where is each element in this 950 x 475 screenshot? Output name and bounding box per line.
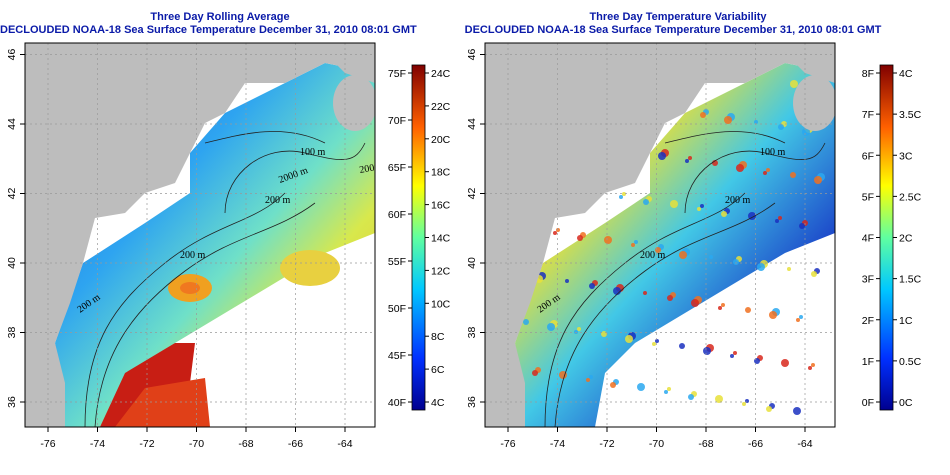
x-tick-label: -76	[40, 438, 55, 450]
left-title: Three Day Rolling Average	[150, 11, 290, 23]
y-tick-label: 44	[6, 118, 18, 130]
x-tick-label: -66	[288, 438, 303, 450]
right-subtitle: DECLOUDED NOAA-18 Sea Surface Temperatur…	[464, 24, 882, 36]
colorbar-label-c: 4C	[899, 68, 913, 80]
colorbar-label-c: 12C	[431, 265, 451, 277]
colorbar-label-c: 16C	[431, 200, 451, 212]
map-frame	[484, 42, 836, 428]
colorbar-label-c: 0C	[899, 397, 913, 409]
y-tick-label: 44	[466, 118, 478, 130]
colorbar-label-c: 1C	[899, 315, 913, 327]
x-tick-label: -72	[599, 438, 614, 450]
y-tick-label: 36	[6, 396, 18, 408]
colorbar	[411, 64, 426, 411]
colorbar-label-c: 20C	[431, 134, 451, 146]
colorbar-label-f: 70F	[388, 115, 406, 127]
colorbar-label-f: 4F	[862, 233, 874, 245]
y-tick-label: 40	[466, 257, 478, 269]
contour-label: 200 m	[265, 195, 291, 206]
contour-label: 200 m	[180, 250, 206, 261]
colorbar-label-f: 75F	[388, 68, 406, 80]
colorbar-label-f: 7F	[862, 109, 874, 121]
contour-label: 100 m	[300, 147, 326, 158]
colorbar-label-c: 3.5C	[899, 109, 922, 121]
colorbar-label-c: 22C	[431, 101, 451, 113]
x-tick-label: -70	[189, 438, 204, 450]
colorbar-label-f: 60F	[388, 209, 406, 221]
x-tick-label: -70	[649, 438, 664, 450]
y-tick-label: 38	[466, 327, 478, 339]
colorbar-label-c: 1.5C	[899, 274, 922, 286]
colorbar-label-f: 1F	[862, 356, 874, 368]
y-tick-label: 46	[6, 49, 18, 61]
left-subtitle: DECLOUDED NOAA-18 Sea Surface Temperatur…	[0, 24, 417, 36]
y-tick-label: 36	[466, 396, 478, 408]
x-tick-label: -64	[797, 438, 812, 450]
colorbar-label-c: 10C	[431, 298, 451, 310]
colorbar-label-f: 55F	[388, 256, 406, 268]
x-tick-label: -64	[337, 438, 352, 450]
x-tick-label: -68	[698, 438, 713, 450]
colorbar-label-c: 14C	[431, 233, 451, 245]
colorbar-label-c: 3C	[899, 150, 913, 162]
colorbar	[879, 64, 894, 411]
colorbar-label-f: 40F	[388, 397, 406, 409]
map-frame	[24, 42, 376, 428]
y-tick-label: 40	[6, 257, 18, 269]
colorbar-label-f: 65F	[388, 162, 406, 174]
contour-label: 100 m	[760, 147, 786, 158]
x-tick-label: -66	[748, 438, 763, 450]
colorbar-label-c: 8C	[431, 331, 445, 343]
x-tick-label: -76	[500, 438, 515, 450]
y-tick-label: 38	[6, 327, 18, 339]
colorbar-label-f: 5F	[862, 191, 874, 203]
colorbar-label-f: 45F	[388, 350, 406, 362]
colorbar-label-c: 18C	[431, 167, 451, 179]
contour-label: 200 m	[725, 195, 751, 206]
colorbar-label-c: 2C	[899, 233, 913, 245]
right-title: Three Day Temperature Variability	[589, 11, 767, 23]
y-tick-label: 46	[466, 49, 478, 61]
colorbar-label-c: 2.5C	[899, 191, 922, 203]
contour-label: 200 m	[640, 250, 666, 261]
x-tick-label: -74	[550, 438, 565, 450]
colorbar-label-f: 3F	[862, 274, 874, 286]
colorbar-label-f: 0F	[862, 397, 874, 409]
colorbar-label-f: 8F	[862, 68, 874, 80]
colorbar-label-c: 24C	[431, 68, 451, 80]
y-tick-label: 42	[6, 188, 18, 200]
colorbar-label-f: 50F	[388, 303, 406, 315]
colorbar-label-c: 0.5C	[899, 356, 922, 368]
colorbar-label-f: 2F	[862, 315, 874, 327]
contour-label: 2000 m	[359, 160, 391, 176]
y-tick-label: 42	[466, 188, 478, 200]
x-tick-label: -72	[139, 438, 154, 450]
x-tick-label: -74	[90, 438, 105, 450]
colorbar-label-c: 4C	[431, 397, 445, 409]
x-tick-label: -68	[238, 438, 253, 450]
colorbar-label-f: 6F	[862, 150, 874, 162]
colorbar-label-c: 6C	[431, 364, 445, 376]
